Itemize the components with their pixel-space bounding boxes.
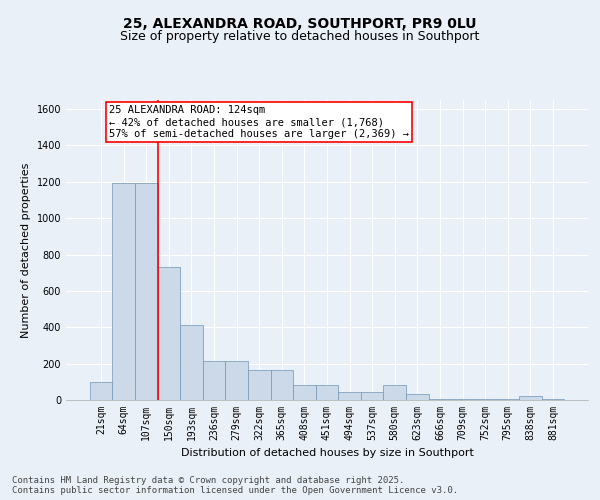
Bar xyxy=(361,392,383,400)
Bar xyxy=(226,361,248,400)
Text: Size of property relative to detached houses in Southport: Size of property relative to detached ho… xyxy=(121,30,479,43)
Bar xyxy=(90,382,112,400)
Bar xyxy=(316,386,338,400)
Bar xyxy=(474,398,496,400)
Bar xyxy=(112,182,135,400)
Bar xyxy=(293,386,316,400)
Bar xyxy=(542,398,564,400)
Bar xyxy=(271,370,293,400)
Bar xyxy=(406,394,428,400)
Text: Contains HM Land Registry data © Crown copyright and database right 2025.
Contai: Contains HM Land Registry data © Crown c… xyxy=(12,476,458,495)
X-axis label: Distribution of detached houses by size in Southport: Distribution of detached houses by size … xyxy=(181,448,473,458)
Text: 25, ALEXANDRA ROAD, SOUTHPORT, PR9 0LU: 25, ALEXANDRA ROAD, SOUTHPORT, PR9 0LU xyxy=(123,18,477,32)
Bar xyxy=(248,370,271,400)
Bar xyxy=(383,386,406,400)
Bar xyxy=(338,392,361,400)
Bar xyxy=(496,398,519,400)
Bar xyxy=(451,398,474,400)
Bar xyxy=(158,268,180,400)
Bar xyxy=(519,396,542,400)
Bar xyxy=(180,324,203,400)
Bar xyxy=(135,182,158,400)
Text: 25 ALEXANDRA ROAD: 124sqm
← 42% of detached houses are smaller (1,768)
57% of se: 25 ALEXANDRA ROAD: 124sqm ← 42% of detac… xyxy=(109,106,409,138)
Bar xyxy=(428,398,451,400)
Y-axis label: Number of detached properties: Number of detached properties xyxy=(21,162,31,338)
Bar xyxy=(203,361,226,400)
